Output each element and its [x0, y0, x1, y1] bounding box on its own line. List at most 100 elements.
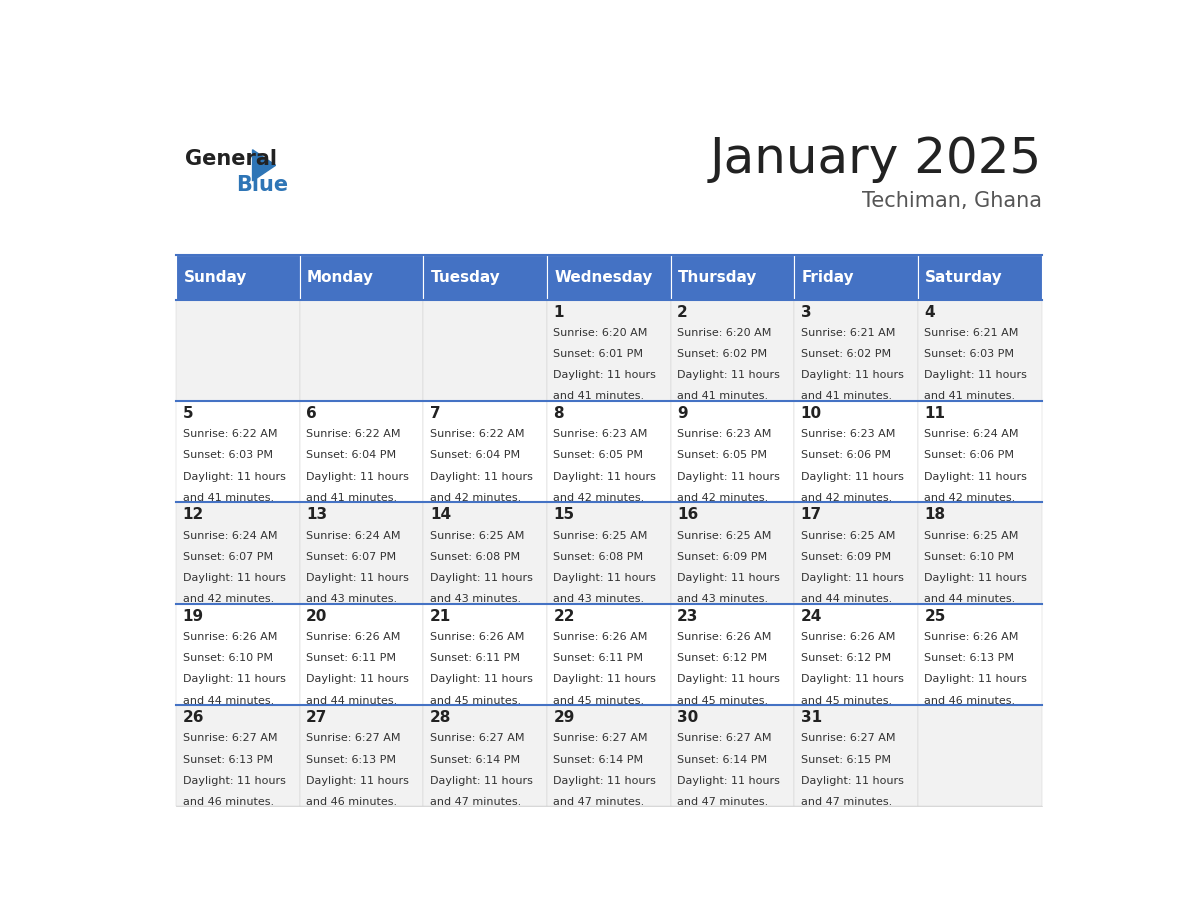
Text: 7: 7	[430, 406, 441, 421]
Text: 26: 26	[183, 710, 204, 725]
Text: 24: 24	[801, 609, 822, 623]
Text: Daylight: 11 hours: Daylight: 11 hours	[924, 675, 1028, 685]
Text: Sunrise: 6:25 AM: Sunrise: 6:25 AM	[801, 531, 895, 541]
Text: 30: 30	[677, 710, 699, 725]
Bar	[423, 604, 546, 705]
Text: and 47 minutes.: and 47 minutes.	[554, 797, 645, 807]
Text: 8: 8	[554, 406, 564, 421]
Bar	[671, 401, 795, 502]
Text: Sunset: 6:10 PM: Sunset: 6:10 PM	[183, 654, 272, 663]
Text: Sunset: 6:10 PM: Sunset: 6:10 PM	[924, 552, 1015, 562]
Bar	[671, 604, 795, 705]
Text: Daylight: 11 hours: Daylight: 11 hours	[183, 776, 285, 786]
Text: Sunset: 6:07 PM: Sunset: 6:07 PM	[183, 552, 273, 562]
Text: Sunrise: 6:24 AM: Sunrise: 6:24 AM	[307, 531, 400, 541]
Text: and 41 minutes.: and 41 minutes.	[677, 391, 769, 401]
Text: 13: 13	[307, 508, 328, 522]
Text: Daylight: 11 hours: Daylight: 11 hours	[430, 776, 532, 786]
Text: Sunset: 6:14 PM: Sunset: 6:14 PM	[554, 755, 644, 765]
Text: and 45 minutes.: and 45 minutes.	[677, 696, 769, 706]
Text: and 42 minutes.: and 42 minutes.	[183, 594, 273, 604]
Text: and 44 minutes.: and 44 minutes.	[801, 594, 892, 604]
Bar	[299, 401, 423, 502]
Text: Sunset: 6:04 PM: Sunset: 6:04 PM	[430, 451, 520, 461]
Text: and 44 minutes.: and 44 minutes.	[183, 696, 273, 706]
Text: Daylight: 11 hours: Daylight: 11 hours	[307, 675, 409, 685]
Text: Monday: Monday	[308, 270, 374, 285]
Text: Sunday: Sunday	[183, 270, 247, 285]
Text: Daylight: 11 hours: Daylight: 11 hours	[307, 573, 409, 583]
Text: Sunset: 6:02 PM: Sunset: 6:02 PM	[801, 349, 891, 359]
Text: 2: 2	[677, 305, 688, 319]
Text: 11: 11	[924, 406, 946, 421]
Text: Sunset: 6:11 PM: Sunset: 6:11 PM	[430, 654, 520, 663]
Text: 3: 3	[801, 305, 811, 319]
Bar	[671, 299, 795, 401]
Text: Saturday: Saturday	[925, 270, 1003, 285]
Text: 20: 20	[307, 609, 328, 623]
Bar	[795, 705, 918, 806]
Text: Friday: Friday	[802, 270, 854, 285]
Bar	[546, 401, 671, 502]
Bar	[176, 255, 299, 299]
Text: Sunrise: 6:25 AM: Sunrise: 6:25 AM	[924, 531, 1019, 541]
Text: Sunset: 6:13 PM: Sunset: 6:13 PM	[183, 755, 272, 765]
Text: 25: 25	[924, 609, 946, 623]
Text: Daylight: 11 hours: Daylight: 11 hours	[801, 776, 904, 786]
Text: and 45 minutes.: and 45 minutes.	[801, 696, 892, 706]
Text: Daylight: 11 hours: Daylight: 11 hours	[430, 675, 532, 685]
Text: Tuesday: Tuesday	[431, 270, 500, 285]
Text: Sunset: 6:09 PM: Sunset: 6:09 PM	[677, 552, 767, 562]
Text: Sunset: 6:02 PM: Sunset: 6:02 PM	[677, 349, 767, 359]
Text: 27: 27	[307, 710, 328, 725]
Text: Daylight: 11 hours: Daylight: 11 hours	[554, 675, 656, 685]
Text: Sunrise: 6:26 AM: Sunrise: 6:26 AM	[554, 632, 647, 642]
Text: Daylight: 11 hours: Daylight: 11 hours	[554, 776, 656, 786]
Text: Sunset: 6:03 PM: Sunset: 6:03 PM	[924, 349, 1015, 359]
Text: Sunrise: 6:24 AM: Sunrise: 6:24 AM	[183, 531, 277, 541]
Text: and 44 minutes.: and 44 minutes.	[307, 696, 398, 706]
Text: Daylight: 11 hours: Daylight: 11 hours	[183, 472, 285, 482]
Bar	[795, 255, 918, 299]
Text: Sunrise: 6:22 AM: Sunrise: 6:22 AM	[307, 430, 400, 439]
Text: Daylight: 11 hours: Daylight: 11 hours	[677, 675, 781, 685]
Text: Sunrise: 6:24 AM: Sunrise: 6:24 AM	[924, 430, 1019, 439]
Text: Sunrise: 6:27 AM: Sunrise: 6:27 AM	[183, 733, 277, 744]
Text: 15: 15	[554, 508, 575, 522]
Text: Daylight: 11 hours: Daylight: 11 hours	[677, 573, 781, 583]
Text: Daylight: 11 hours: Daylight: 11 hours	[183, 573, 285, 583]
Text: Sunset: 6:05 PM: Sunset: 6:05 PM	[677, 451, 767, 461]
Text: 21: 21	[430, 609, 451, 623]
Text: 4: 4	[924, 305, 935, 319]
Bar	[795, 502, 918, 604]
Text: 12: 12	[183, 508, 204, 522]
Bar	[546, 299, 671, 401]
Text: Sunrise: 6:20 AM: Sunrise: 6:20 AM	[677, 328, 771, 338]
Text: Sunrise: 6:21 AM: Sunrise: 6:21 AM	[924, 328, 1019, 338]
Text: and 43 minutes.: and 43 minutes.	[430, 594, 522, 604]
Text: and 47 minutes.: and 47 minutes.	[430, 797, 522, 807]
Bar	[918, 502, 1042, 604]
Bar	[795, 401, 918, 502]
Text: Sunrise: 6:25 AM: Sunrise: 6:25 AM	[554, 531, 647, 541]
Text: Daylight: 11 hours: Daylight: 11 hours	[801, 675, 904, 685]
Bar	[299, 255, 423, 299]
Text: Daylight: 11 hours: Daylight: 11 hours	[924, 472, 1028, 482]
Text: Daylight: 11 hours: Daylight: 11 hours	[554, 472, 656, 482]
Text: 31: 31	[801, 710, 822, 725]
Text: Daylight: 11 hours: Daylight: 11 hours	[801, 472, 904, 482]
Text: Sunrise: 6:26 AM: Sunrise: 6:26 AM	[801, 632, 895, 642]
Text: Sunrise: 6:23 AM: Sunrise: 6:23 AM	[554, 430, 647, 439]
Bar	[423, 255, 546, 299]
Text: Sunrise: 6:22 AM: Sunrise: 6:22 AM	[183, 430, 277, 439]
Text: 14: 14	[430, 508, 451, 522]
Text: 1: 1	[554, 305, 564, 319]
Text: and 46 minutes.: and 46 minutes.	[183, 797, 273, 807]
Text: 19: 19	[183, 609, 203, 623]
Text: Sunset: 6:14 PM: Sunset: 6:14 PM	[677, 755, 767, 765]
Text: Daylight: 11 hours: Daylight: 11 hours	[677, 472, 781, 482]
Text: Sunrise: 6:25 AM: Sunrise: 6:25 AM	[677, 531, 771, 541]
Text: Sunrise: 6:26 AM: Sunrise: 6:26 AM	[677, 632, 771, 642]
Text: Sunrise: 6:20 AM: Sunrise: 6:20 AM	[554, 328, 647, 338]
Text: 28: 28	[430, 710, 451, 725]
